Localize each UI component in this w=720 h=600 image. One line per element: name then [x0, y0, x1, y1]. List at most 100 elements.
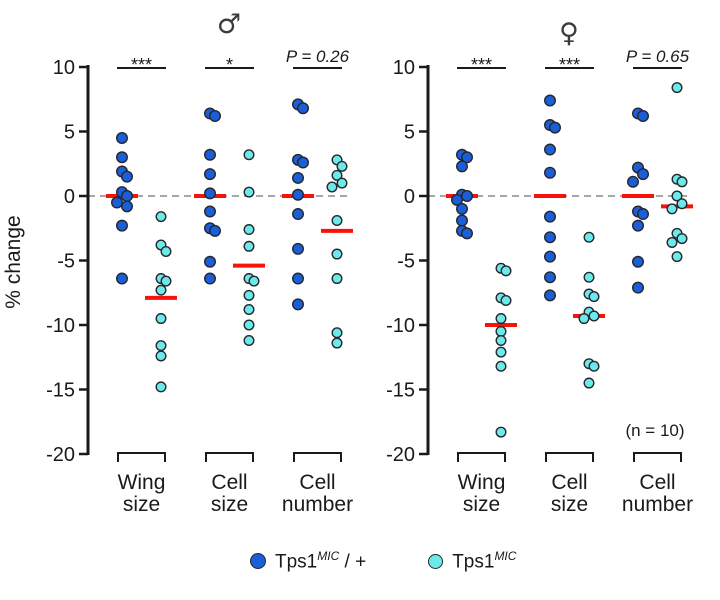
y-tick-label: 10 — [53, 57, 75, 79]
data-point-mut — [495, 346, 507, 358]
category-label: size — [463, 493, 500, 516]
y-tick-label: -20 — [386, 444, 415, 466]
data-point-het — [110, 196, 123, 209]
category-bracket — [457, 452, 506, 462]
data-point-mut — [671, 82, 683, 94]
data-point-mut — [331, 248, 343, 260]
data-point-het — [544, 94, 557, 107]
data-point-het — [203, 272, 216, 285]
y-axis-label: % change — [2, 215, 25, 308]
male-symbol: ♂ — [217, 9, 241, 40]
category-label: Cell — [639, 471, 675, 494]
data-point-het — [456, 214, 469, 227]
data-point-het — [203, 148, 216, 161]
data-point-het — [120, 170, 133, 183]
legend-dot-het-icon — [250, 553, 266, 570]
data-point-het — [461, 227, 474, 240]
legend-label-mut: Tps1MIC — [452, 549, 517, 573]
data-point-mut — [243, 304, 255, 316]
data-point-mut — [495, 313, 507, 325]
category-label: size — [551, 493, 588, 516]
category-label: size — [123, 493, 160, 516]
data-point-mut — [495, 426, 507, 438]
data-point-het — [115, 272, 128, 285]
data-point-het — [544, 231, 557, 244]
data-point-het — [627, 175, 640, 188]
data-point-mut — [331, 327, 343, 339]
data-point-het — [461, 189, 474, 202]
y-tick-label: 0 — [404, 186, 415, 208]
data-point-mut — [583, 271, 595, 283]
significance-label: *** — [131, 55, 152, 75]
data-point-het — [292, 208, 305, 221]
data-point-het — [203, 187, 216, 200]
data-point-mut — [336, 160, 348, 172]
data-point-het — [115, 219, 128, 232]
data-point-mut — [495, 325, 507, 337]
sample-size-note: (n = 10) — [625, 421, 684, 440]
category-label: number — [622, 493, 693, 516]
data-point-het — [297, 102, 310, 115]
significance-label: *** — [559, 55, 580, 75]
data-point-mut — [326, 181, 338, 193]
data-point-het — [203, 255, 216, 268]
data-point-mut — [155, 211, 167, 223]
data-point-het — [120, 189, 133, 202]
data-point-mut — [243, 319, 255, 331]
significance-label: *** — [471, 55, 492, 75]
data-point-het — [292, 188, 305, 201]
data-point-mut — [243, 334, 255, 346]
data-point-het — [544, 166, 557, 179]
data-point-mut — [155, 350, 167, 362]
y-tick-label: -5 — [397, 251, 415, 273]
y-tick-label: 10 — [393, 57, 415, 79]
data-point-mut — [155, 313, 167, 325]
data-point-mut — [495, 334, 507, 346]
y-tick-label: 5 — [404, 122, 415, 144]
y-tick-label: -15 — [386, 380, 415, 402]
category-bracket — [117, 452, 166, 462]
data-point-mut — [676, 198, 688, 210]
data-point-mut — [243, 224, 255, 236]
legend-label-het: Tps1MIC / + — [275, 549, 367, 573]
female-symbol: ♀ — [559, 18, 579, 49]
data-point-het — [632, 219, 645, 232]
data-point-het — [451, 193, 464, 206]
data-point-het — [544, 271, 557, 284]
data-point-mut — [666, 236, 678, 248]
data-point-het — [292, 298, 305, 311]
data-point-mut — [588, 291, 600, 303]
legend-dot-mut-icon — [428, 553, 444, 569]
data-point-het — [549, 121, 562, 134]
y-tick-label: -15 — [46, 380, 75, 402]
significance-label: * — [226, 55, 233, 75]
data-point-het — [292, 242, 305, 255]
data-point-mut — [578, 313, 590, 325]
data-point-het — [115, 151, 128, 164]
data-point-het — [292, 272, 305, 285]
legend: Tps1MIC / + Tps1MIC — [250, 549, 516, 573]
data-point-mut — [331, 273, 343, 285]
category-bracket — [545, 452, 594, 462]
data-point-mut — [155, 340, 167, 352]
data-point-mut — [331, 169, 343, 181]
data-point-het — [203, 168, 216, 181]
data-point-mut — [671, 251, 683, 263]
data-point-mut — [666, 203, 678, 215]
data-point-het — [203, 205, 216, 218]
data-point-mut — [243, 240, 255, 252]
data-point-het — [456, 160, 469, 173]
data-point-mut — [588, 310, 600, 322]
data-point-het — [461, 151, 474, 164]
data-point-mut — [583, 231, 595, 243]
data-point-het — [208, 224, 221, 237]
data-point-het — [632, 255, 645, 268]
data-point-mut — [160, 275, 172, 287]
data-point-mut — [243, 289, 255, 301]
data-point-mut — [155, 381, 167, 393]
data-point-het — [120, 200, 133, 213]
data-point-mut — [500, 294, 512, 306]
data-point-het — [544, 210, 557, 223]
